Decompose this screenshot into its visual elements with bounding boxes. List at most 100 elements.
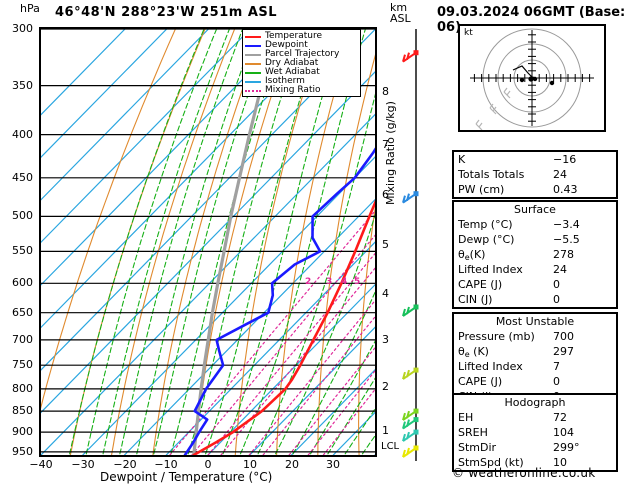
hodograph-stat-key: StmSpd (kt)	[458, 456, 524, 469]
pressure-tick-label: 400	[12, 128, 33, 141]
height-tick-label: 4	[382, 287, 389, 300]
legend: Temperature Dewpoint Parcel Trajectory Dry …	[242, 29, 361, 97]
mixing-ratio-value-label: 5	[354, 277, 361, 287]
table-row: θe (K) 297	[454, 344, 616, 359]
skewt-diagram[interactable]	[39, 27, 377, 457]
pressure-tick-label: 450	[12, 171, 33, 184]
surface-value: 0	[553, 293, 560, 306]
legend-item: Mixing Ratio	[245, 86, 358, 95]
surface-table: Surface Temp (°C) −3.4 Dewp (°C) −5.5 θe(K) 27…	[452, 200, 618, 309]
index-key: Totals Totals	[458, 168, 525, 181]
surface-value: 278	[553, 248, 574, 261]
surface-value: −3.4	[553, 218, 580, 231]
table-row: SREH 104	[454, 425, 616, 440]
pressure-tick-label: 950	[12, 445, 33, 458]
index-value: −16	[553, 153, 577, 166]
lcl-marker-label: LCL	[381, 441, 400, 452]
skewt-canvas	[41, 29, 375, 455]
height-tick-label: 2	[382, 380, 389, 393]
legend-swatch-icon	[245, 71, 261, 74]
hodograph-stat-value: 10	[553, 456, 567, 469]
dewpoint-curve	[183, 147, 375, 455]
most-unstable-key: CAPE (J)	[458, 375, 503, 388]
mixing-ratio-value-label: 4	[341, 277, 348, 287]
temperature-curve	[192, 199, 375, 455]
table-row: CIN (J) 0	[454, 292, 616, 307]
most-unstable-table: Most Unstable Pressure (mb) 700 θe (K) 297 Li…	[452, 312, 618, 406]
mixing-ratio-value-label: 3	[326, 277, 333, 287]
surface-key: Dewp (°C)	[458, 233, 515, 246]
pressure-tick-label: 550	[12, 244, 33, 257]
temperature-tick-label: 30	[326, 458, 340, 471]
height-tick-label: 8	[382, 85, 389, 98]
hodograph-stats-table: Hodograph EH 72 SREH 104 StmDir 299° StmSpd (kt…	[452, 393, 618, 472]
hodograph-panel[interactable]: kt	[458, 24, 606, 132]
table-row: Temp (°C) −3.4	[454, 217, 616, 232]
pressure-tick-label: 700	[12, 333, 33, 346]
legend-item: Temperature	[245, 32, 358, 41]
table-row: PW (cm) 0.43	[454, 182, 616, 197]
surface-key: CAPE (J)	[458, 278, 503, 291]
pressure-tick-label: 900	[12, 425, 33, 438]
table-row: K −16	[454, 152, 616, 167]
temperature-tick-label: −10	[154, 458, 178, 471]
xaxis-title: Dewpoint / Temperature (°C)	[100, 470, 273, 484]
wind-barb-svg	[402, 29, 419, 461]
footer-copyright: © weatheronline.co.uk	[452, 466, 596, 480]
table-row: CAPE (J) 0	[454, 374, 616, 389]
temperature-tick-label: −40	[29, 458, 53, 471]
legend-swatch-icon	[245, 89, 261, 92]
table-row: θe(K) 278	[454, 247, 616, 262]
legend-swatch-icon	[245, 44, 261, 47]
legend-item-label: Dry Adiabat	[265, 58, 319, 68]
most-unstable-key: Lifted Index	[458, 360, 523, 373]
legend-item-label: Parcel Trajectory	[265, 49, 340, 59]
pressure-tick-label: 850	[12, 404, 33, 417]
legend-item-label: Wet Adiabat	[265, 67, 320, 77]
legend-swatch-icon	[245, 62, 261, 65]
surface-key: Lifted Index	[458, 263, 523, 276]
index-key: K	[458, 153, 466, 166]
pressure-tick-label: 800	[12, 382, 33, 395]
height-tick-label: 3	[382, 333, 389, 346]
temperature-tick-label: 0	[204, 458, 212, 471]
mixing-ratio-axis-title: Mixing Ratio (g/kg)	[384, 101, 397, 205]
surface-key: Temp (°C)	[458, 218, 513, 231]
parcel-trajectory-curve	[192, 29, 281, 455]
legend-item: Dewpoint	[245, 41, 358, 50]
page-title: 46°48'N 288°23'W 251m ASL	[55, 5, 278, 20]
table-row: StmDir 299°	[454, 440, 616, 455]
temperature-tick-label: −20	[113, 458, 137, 471]
hodograph-stat-value: 299°	[553, 441, 580, 454]
height-tick-label: 6	[382, 188, 389, 201]
hodograph-stat-key: SREH	[458, 426, 488, 439]
most-unstable-key: Pressure (mb)	[458, 330, 535, 343]
height-unit-label: km ASL	[390, 2, 411, 24]
hodograph-stat-heading: Hodograph	[504, 396, 566, 409]
height-tick-label: 5	[382, 238, 389, 251]
legend-item: Wet Adiabat	[245, 68, 358, 77]
most-unstable-heading: Most Unstable	[495, 315, 575, 328]
temperature-tick-label: 20	[285, 458, 299, 471]
legend-item-label: Isotherm	[265, 76, 305, 86]
surface-key: θe(K)	[458, 247, 486, 262]
index-key: PW (cm)	[458, 183, 505, 196]
most-unstable-value: 700	[553, 330, 574, 343]
legend-item: Parcel Trajectory	[245, 50, 358, 59]
table-row: CAPE (J) 0	[454, 277, 616, 292]
pressure-tick-label: 350	[12, 79, 33, 92]
legend-item: Dry Adiabat	[245, 59, 358, 68]
legend-swatch-icon	[245, 80, 261, 83]
mixing-ratio-value-label: 2	[305, 277, 312, 287]
wet-adiabat-lines	[69, 29, 375, 455]
surface-key: CIN (J)	[458, 293, 493, 306]
legend-item-label: Dewpoint	[265, 40, 308, 50]
index-value: 0.43	[553, 183, 578, 196]
pressure-tick-label: 650	[12, 306, 33, 319]
hodograph-canvas	[470, 28, 594, 131]
most-unstable-value: 297	[553, 345, 574, 358]
legend-item: Isotherm	[245, 77, 358, 86]
table-row: Pressure (mb) 700	[454, 329, 616, 344]
hodograph-wind-barbs	[475, 87, 511, 131]
index-value: 24	[553, 168, 567, 181]
